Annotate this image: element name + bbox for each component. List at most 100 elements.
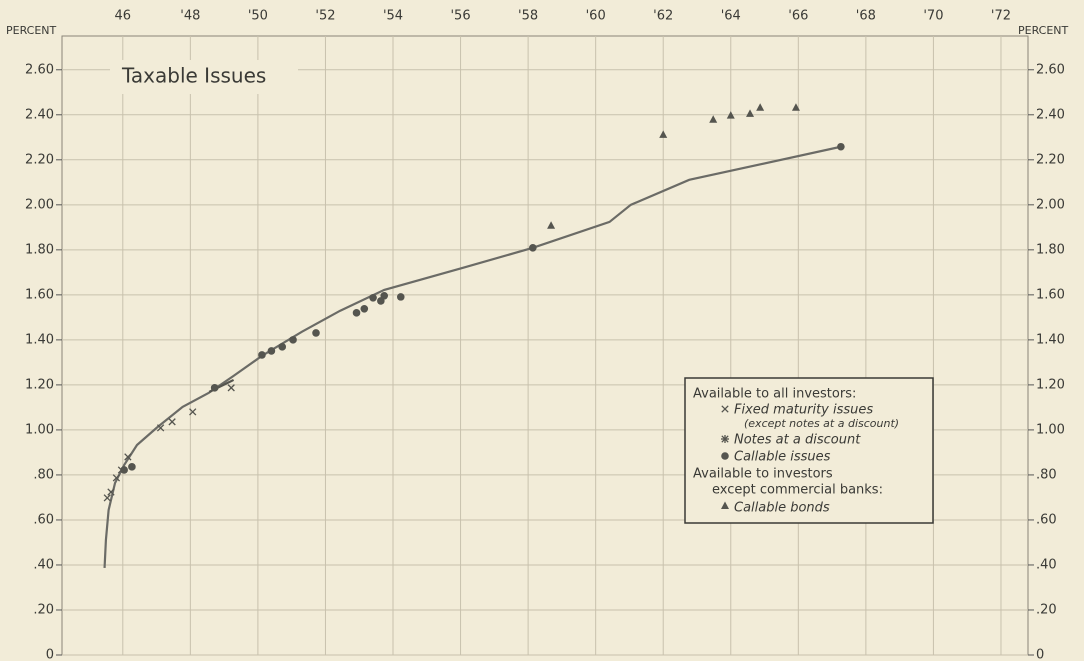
point <box>837 142 845 151</box>
point <box>267 347 276 355</box>
y2-tick-label: .20 <box>1036 602 1057 617</box>
point <box>721 452 729 460</box>
y2-tick-label: .80 <box>1036 467 1057 482</box>
y2-tick-label: 2.20 <box>1036 152 1065 167</box>
point <box>312 329 320 337</box>
point-stroke <box>124 453 132 461</box>
y-tick-label: 0 <box>46 648 54 661</box>
legend: Available to all investors: Fixed maturi… <box>684 377 934 524</box>
point <box>352 309 361 317</box>
x-tick-label: '70 <box>923 9 943 24</box>
point <box>289 336 297 344</box>
marks <box>103 103 845 568</box>
point <box>721 501 729 509</box>
y2-tick-label: 1.00 <box>1036 422 1065 437</box>
y2-tick-label: 1.80 <box>1036 242 1065 257</box>
point-stroke <box>189 408 197 416</box>
point <box>726 111 735 119</box>
legend-note: (except notes at a discount) <box>744 417 899 430</box>
point <box>396 293 405 301</box>
y-tick-label: .60 <box>33 512 54 527</box>
y-tick-label: .40 <box>33 557 54 572</box>
y2-tick-label: 2.00 <box>1036 197 1065 212</box>
y-tick-label: 1.80 <box>25 242 54 257</box>
point <box>756 103 765 111</box>
y-tick-label: 1.40 <box>25 332 54 347</box>
legend-heading: except commercial banks: <box>712 483 883 498</box>
point <box>210 384 219 392</box>
point <box>227 384 235 392</box>
chart-title: Taxable Issues <box>121 64 266 88</box>
legend-label: Fixed maturity issues <box>734 403 873 418</box>
x-tick-label: '50 <box>248 9 268 24</box>
legend-label: Notes at a discount <box>734 433 861 448</box>
y2-tick-label: 1.40 <box>1036 332 1065 347</box>
point-stroke <box>112 474 121 482</box>
point <box>721 405 729 413</box>
point-stroke <box>107 488 115 496</box>
point <box>107 488 115 496</box>
legend-heading: Available to investors <box>693 467 833 482</box>
x-tick-label: '56 <box>450 9 470 24</box>
point <box>124 453 132 461</box>
point <box>168 418 176 426</box>
fitted-curve <box>103 145 842 568</box>
y-tick-label: 1.60 <box>25 287 54 302</box>
point-stroke <box>721 405 729 413</box>
x-tick-label: '68 <box>856 9 876 24</box>
x-tick-label: '62 <box>653 9 673 24</box>
point <box>746 109 755 117</box>
legend-label: Callable bonds <box>734 501 830 516</box>
plot-frame <box>61 35 1029 656</box>
x-tick-label: 46 <box>115 9 132 24</box>
point <box>709 115 718 123</box>
point <box>278 343 287 351</box>
legend-heading: Available to all investors: <box>693 387 856 402</box>
x-tick-label: '72 <box>991 9 1011 24</box>
y-tick-label: 2.20 <box>25 152 54 167</box>
point-stroke <box>103 494 111 502</box>
point <box>156 424 165 432</box>
grid: 0 0 .20 .20 .40 .40 .60 .60 .80 .80 1.00 1.00 1.20 1.… <box>25 9 1065 661</box>
x-tick-label: '52 <box>315 9 335 24</box>
y-tick-label: .20 <box>33 602 54 617</box>
y2-tick-label: .60 <box>1036 512 1057 527</box>
point <box>128 463 136 471</box>
x-tick-label: '66 <box>788 9 808 24</box>
x-tick-label: '48 <box>180 9 200 24</box>
point <box>791 103 800 111</box>
point <box>120 466 128 474</box>
y2-tick-label: 0 <box>1036 648 1044 661</box>
y2-tick-label: 2.60 <box>1036 62 1065 77</box>
y-tick-label: .80 <box>33 467 54 482</box>
y-tick-label: 2.40 <box>25 107 54 122</box>
title-background <box>110 60 298 94</box>
point <box>369 293 377 302</box>
point <box>547 221 556 229</box>
point <box>112 474 121 482</box>
y-tick-label: 1.00 <box>25 422 54 437</box>
point-stroke <box>227 384 235 392</box>
point <box>721 435 729 443</box>
point <box>380 291 389 300</box>
y-tick-label: 2.60 <box>25 62 54 77</box>
y2-tick-label: .40 <box>1036 557 1057 572</box>
point <box>258 351 266 359</box>
y2-tick-label: 1.20 <box>1036 377 1065 392</box>
x-tick-label: '58 <box>518 9 538 24</box>
y2-tick-label: 2.40 <box>1036 107 1065 122</box>
y-axis-label: PERCENT <box>6 24 57 37</box>
legend-box <box>684 377 934 524</box>
x-tick-label: '60 <box>586 9 606 24</box>
x-tick-label: '64 <box>721 9 741 24</box>
point <box>189 408 197 416</box>
point <box>103 494 111 502</box>
point-stroke <box>168 418 176 426</box>
point <box>360 305 369 313</box>
x-tick-label: '54 <box>383 9 403 24</box>
y2-tick-label: 1.60 <box>1036 287 1065 302</box>
point <box>659 130 668 138</box>
y2-axis-label: PERCENT <box>1018 24 1069 37</box>
legend-label: Callable issues <box>734 450 831 465</box>
